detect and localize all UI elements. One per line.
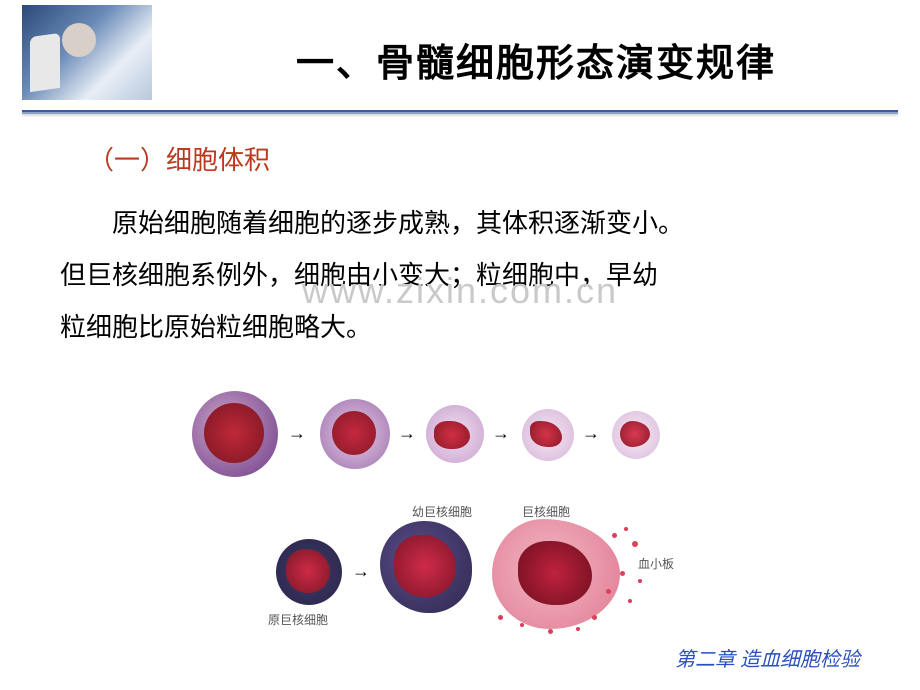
- platelet-dot: [498, 615, 503, 620]
- cell-stage-1: [192, 391, 278, 477]
- nucleus: [204, 403, 264, 463]
- header-photo: [22, 5, 152, 100]
- cell-stage-5: [612, 411, 660, 459]
- platelet-dot: [548, 629, 553, 634]
- nucleus: [434, 421, 470, 449]
- platelet-dot: [592, 615, 597, 620]
- platelet-dot: [628, 599, 632, 603]
- nucleus: [518, 541, 592, 605]
- slide-title: 一、骨髓细胞形态演变规律: [152, 32, 920, 87]
- megakaryocyte-proto: [276, 539, 342, 605]
- paragraph: 原始细胞随着细胞的逐步成熟，其体积逐渐变小。 但巨核细胞系例外，细胞由小变大；粒…: [60, 197, 860, 353]
- label-a: 原巨核细胞: [268, 611, 328, 628]
- megakaryocyte-mature: [492, 519, 620, 629]
- platelet-dot: [612, 533, 617, 538]
- nucleus: [530, 421, 562, 447]
- label-d: 血小板: [638, 555, 674, 572]
- platelet-dot: [638, 579, 642, 583]
- cell-stage-2: [320, 399, 390, 469]
- megakaryocyte-young: [380, 521, 472, 613]
- platelet-dot: [576, 627, 580, 631]
- platelet-dot: [606, 589, 611, 594]
- label-b: 幼巨核细胞: [412, 503, 472, 520]
- title-wrap: 一、骨髓细胞形态演变规律: [152, 0, 920, 87]
- cell-figure: → → → → → 原巨核细胞 幼巨核细胞 巨核细胞 血小板: [180, 371, 740, 651]
- arrow-icon: →: [352, 561, 370, 582]
- arrow-icon: →: [398, 423, 416, 444]
- arrow-icon: →: [288, 423, 306, 444]
- para-line-1: 原始细胞随着细胞的逐步成熟，其体积逐渐变小。: [112, 208, 684, 238]
- nucleus: [286, 549, 330, 593]
- arrow-icon: →: [582, 423, 600, 444]
- platelet-dot: [520, 623, 524, 627]
- footer-chapter: 第二章 造血细胞检验: [675, 643, 860, 672]
- cell-stage-4: [522, 409, 574, 461]
- arrow-icon: →: [492, 423, 510, 444]
- platelet-dot: [620, 571, 625, 576]
- nucleus: [620, 421, 650, 447]
- slide: 一、骨髓细胞形态演变规律 （一）细胞体积 原始细胞随着细胞的逐步成熟，其体积逐渐…: [0, 0, 920, 690]
- nucleus: [394, 535, 456, 597]
- content: （一）细胞体积 原始细胞随着细胞的逐步成熟，其体积逐渐变小。 但巨核细胞系例外，…: [0, 114, 920, 353]
- para-line-2: 但巨核细胞系例外，细胞由小变大；粒细胞中，早幼: [60, 260, 658, 290]
- nucleus: [332, 411, 376, 455]
- header-row: 一、骨髓细胞形态演变规律: [0, 0, 920, 110]
- para-line-3: 粒细胞比原始粒细胞略大。: [60, 312, 372, 342]
- label-c: 巨核细胞: [522, 503, 570, 520]
- subheading: （一）细胞体积: [88, 140, 860, 177]
- platelet-dot: [624, 527, 628, 531]
- platelet-dot: [632, 541, 638, 547]
- cell-stage-3: [426, 405, 484, 463]
